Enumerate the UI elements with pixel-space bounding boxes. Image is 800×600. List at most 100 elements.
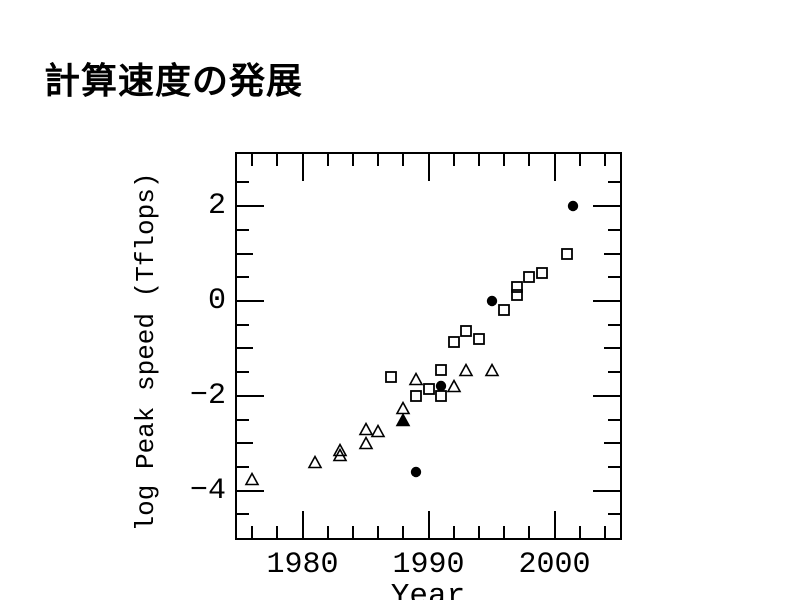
data-point-open-triangle <box>358 436 373 450</box>
data-point-open-square <box>510 280 523 293</box>
y-tick <box>237 252 253 255</box>
y-tick <box>593 489 620 492</box>
y-tick <box>237 418 249 421</box>
data-point-open-square <box>447 336 460 349</box>
x-tick <box>477 526 480 538</box>
x-tick <box>301 511 304 538</box>
x-tick <box>452 154 455 166</box>
x-tick-label: 1980 <box>266 548 339 582</box>
y-tick <box>608 228 620 231</box>
data-point-open-triangle <box>332 443 348 457</box>
x-tick <box>553 511 556 538</box>
y-tick <box>593 300 620 302</box>
x-tick <box>351 154 354 166</box>
x-tick <box>503 154 506 166</box>
y-tick <box>608 418 620 421</box>
x-tick <box>402 154 405 166</box>
y-tick <box>237 205 264 208</box>
data-point-filled-circle <box>568 200 579 212</box>
x-tick <box>301 154 304 181</box>
y-tick <box>608 513 620 516</box>
y-tick <box>593 205 620 208</box>
data-point-open-square <box>535 266 548 279</box>
x-tick <box>377 526 380 538</box>
y-tick <box>237 347 253 350</box>
plot-area <box>235 152 622 540</box>
x-tick <box>251 526 254 538</box>
y-tick <box>604 252 620 255</box>
y-tick <box>608 276 620 279</box>
data-point-open-triangle <box>484 362 499 376</box>
data-point-open-square <box>498 304 510 317</box>
y-tick <box>608 181 620 184</box>
x-tick <box>553 154 556 181</box>
x-tick <box>351 526 354 538</box>
data-point-open-square <box>422 382 435 395</box>
y-tick-label: 0 <box>207 283 226 318</box>
y-tick <box>604 347 620 350</box>
data-point-open-triangle <box>332 447 348 462</box>
y-tick <box>593 394 620 397</box>
data-point-open-square <box>561 247 573 260</box>
y-tick <box>237 371 249 374</box>
x-tick <box>276 526 279 538</box>
x-tick <box>251 154 254 166</box>
y-tick <box>608 465 620 468</box>
data-point-filled-circle <box>410 466 422 477</box>
data-point-open-triangle <box>458 362 474 376</box>
x-tick <box>326 154 329 166</box>
y-tick <box>608 371 620 374</box>
x-tick-label: 2000 <box>518 548 591 582</box>
data-point-open-square <box>384 370 397 383</box>
y-tick <box>237 228 249 231</box>
data-point-open-square <box>523 271 536 284</box>
data-point-open-triangle <box>370 424 386 438</box>
y-tick-label: −2 <box>189 378 226 413</box>
y-tick <box>237 300 264 302</box>
x-tick <box>326 526 329 538</box>
y-tick <box>237 181 249 184</box>
y-tick <box>608 323 620 326</box>
y-tick-label: −4 <box>189 473 226 508</box>
y-tick <box>237 323 249 326</box>
y-tick <box>237 276 249 279</box>
y-tick <box>237 489 264 492</box>
x-axis-title: Year <box>390 579 466 600</box>
data-point-filled-circle <box>435 381 447 392</box>
data-point-open-square <box>472 332 485 345</box>
x-tick <box>578 526 581 538</box>
y-tick-label: 2 <box>207 189 226 224</box>
x-tick <box>578 154 581 166</box>
x-tick <box>603 526 606 538</box>
y-tick <box>237 442 253 445</box>
x-tick <box>503 526 506 538</box>
y-tick <box>237 394 264 397</box>
y-tick <box>237 513 249 516</box>
data-point-open-triangle <box>307 454 323 469</box>
x-tick <box>276 154 279 166</box>
data-point-open-square <box>409 389 422 402</box>
data-point-filled-triangle <box>395 412 411 426</box>
data-point-open-square <box>435 363 447 376</box>
data-point-open-triangle <box>244 471 260 485</box>
x-tick <box>402 526 405 538</box>
x-tick-label: 1990 <box>392 548 465 582</box>
x-tick <box>427 154 430 181</box>
data-point-filled-circle <box>486 295 497 307</box>
x-tick <box>377 154 380 166</box>
x-tick <box>477 154 480 166</box>
x-tick <box>528 526 531 538</box>
data-point-open-triangle <box>408 372 424 386</box>
data-point-open-square <box>510 288 523 301</box>
data-point-open-triangle <box>358 421 373 436</box>
x-tick <box>427 511 430 538</box>
y-tick <box>604 442 620 445</box>
y-tick <box>237 465 249 468</box>
x-tick <box>603 154 606 166</box>
x-tick <box>528 154 531 166</box>
x-tick <box>452 526 455 538</box>
data-point-open-triangle <box>446 379 462 393</box>
page-title: 計算速度の発展 <box>44 61 304 102</box>
data-point-open-square <box>460 324 473 337</box>
